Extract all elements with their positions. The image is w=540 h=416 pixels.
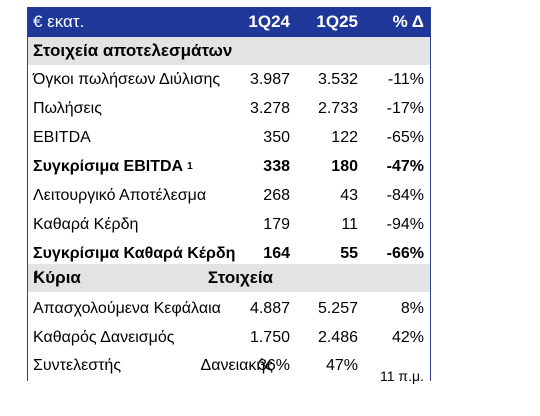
table-row: Καθαρός Δανεισμός 1.750 2.486 42%: [28, 323, 430, 352]
value-1q24: 350: [263, 128, 290, 146]
row-label: Συγκρίσιμα Καθαρά Κέρδη: [33, 244, 236, 262]
row-label: Συντελεστής Δανειακής: [33, 351, 273, 380]
value-1q24: 164: [263, 244, 290, 262]
section-header-key-figures: Κύρια Στοιχεία: [28, 264, 430, 292]
row-label-word-2: Δανειακής: [200, 356, 273, 374]
value-change-overflow: 11 π.μ.: [380, 368, 424, 384]
section-title-word-2: Στοιχεία: [207, 268, 273, 287]
value-1q25: 2.486: [317, 328, 358, 346]
table-row: Συγκρίσιμα Καθαρά Κέρδη 164 55 -66%: [28, 239, 430, 268]
value-change: -66%: [386, 244, 424, 262]
value-1q24: 4.887: [249, 299, 290, 317]
value-1q24: 179: [263, 215, 290, 233]
table-row: Όγκοι πωλήσεων Διύλισης 3.987 3.532 -11%: [28, 65, 430, 94]
section-title-word-1: Κύρια: [33, 268, 81, 287]
row-label: Πωλήσεις: [33, 99, 102, 117]
value-1q24: 36%: [257, 356, 290, 374]
value-1q24: 268: [263, 186, 290, 204]
value-change: -94%: [386, 215, 424, 233]
value-1q25: 11: [341, 215, 358, 233]
row-label: Όγκοι πωλήσεων Διύλισης: [33, 70, 221, 88]
value-1q25: 3.532: [317, 70, 358, 88]
value-change: 8%: [400, 299, 424, 317]
section-header-results: Στοιχεία αποτελεσμάτων: [28, 37, 430, 65]
table-row: EBITDA 350 122 -65%: [28, 123, 430, 152]
row-label: EBITDA: [33, 128, 91, 146]
value-change: 42%: [391, 328, 424, 346]
value-change: -11%: [387, 70, 424, 88]
value-1q25: 2.733: [317, 99, 358, 117]
section-title: Κύρια Στοιχεία: [33, 264, 273, 292]
table-row: Καθαρά Κέρδη 179 11 -94%: [28, 210, 430, 239]
value-change: -84%: [386, 186, 424, 204]
table-row: Πωλήσεις 3.278 2.733 -17%: [28, 94, 430, 123]
row-label: Καθαρός Δανεισμός: [33, 328, 175, 346]
value-1q24: 3.278: [249, 99, 290, 117]
row-label-word-1: Συντελεστής: [33, 356, 122, 374]
section-title: Στοιχεία αποτελεσμάτων: [33, 41, 233, 60]
value-1q25: 180: [331, 157, 358, 175]
value-change: -47%: [386, 157, 424, 175]
table-header-row: € εκατ. 1Q24 1Q25 % Δ: [28, 7, 430, 37]
table-row: Απασχολούμενα Κεφάλαια 4.887 5.257 8%: [28, 294, 430, 323]
value-1q24: 1.750: [249, 328, 290, 346]
footnote-marker: 1: [187, 161, 193, 172]
value-1q25: 43: [340, 186, 358, 204]
value-1q25: 47%: [325, 356, 358, 374]
column-header-1q25: 1Q25: [316, 12, 358, 31]
row-label: Συγκρίσιμα EBITDA: [33, 157, 184, 175]
value-change: -65%: [386, 128, 424, 146]
row-label: Καθαρά Κέρδη: [33, 215, 139, 233]
row-label: Απασχολούμενα Κεφάλαια: [33, 299, 221, 317]
value-1q24: 338: [263, 157, 290, 175]
column-header-change: % Δ: [392, 12, 424, 31]
value-1q25: 5.257: [317, 299, 358, 317]
value-1q24: 3.987: [249, 70, 290, 88]
table-row: Συγκρίσιμα EBITDA 1 338 180 -47%: [28, 152, 430, 181]
column-header-1q24: 1Q24: [248, 12, 290, 31]
table-row: Συντελεστής Δανειακής 36% 47%: [28, 351, 430, 380]
row-label-cell: Συγκρίσιμα EBITDA 1: [33, 152, 193, 181]
table-row: Λειτουργικό Αποτέλεσμα 268 43 -84%: [28, 181, 430, 210]
results-table: € εκατ. 1Q24 1Q25 % Δ Στοιχεία αποτελεσμ…: [27, 7, 431, 381]
value-change: -17%: [386, 99, 424, 117]
row-label: Λειτουργικό Αποτέλεσμα: [33, 186, 207, 204]
value-1q25: 122: [331, 128, 358, 146]
unit-label: € εκατ.: [33, 12, 85, 31]
value-1q25: 55: [340, 244, 358, 262]
footnote-marker-overflow: 1: [34, 269, 40, 279]
